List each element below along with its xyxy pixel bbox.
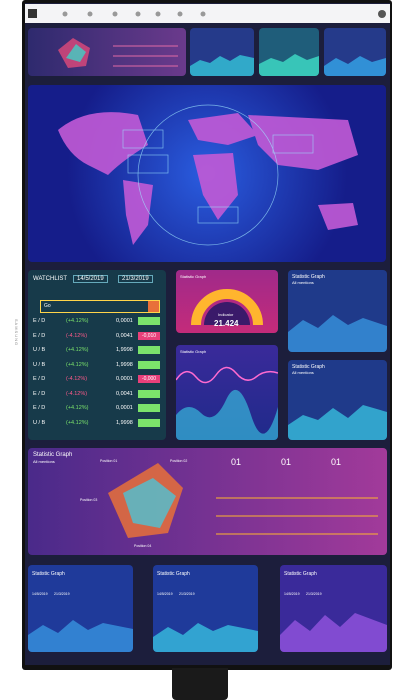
gauge-panel: Statistic Graph Indicator 21.424 bbox=[176, 270, 278, 333]
pair: U / B bbox=[33, 361, 46, 368]
panel-title: Statistic Graph bbox=[284, 571, 317, 577]
date: 14/5/2019 bbox=[32, 592, 48, 596]
search-box[interactable]: Go bbox=[40, 300, 160, 313]
badge bbox=[138, 418, 160, 427]
search-button[interactable] bbox=[148, 301, 159, 312]
mini-panel bbox=[259, 28, 319, 76]
pair: E / D bbox=[33, 332, 46, 339]
watchlist-title: WATCHLIST bbox=[33, 276, 67, 282]
change: (-4.12%) bbox=[66, 332, 88, 339]
value: 0,0001 bbox=[116, 376, 133, 382]
chart-panel: Statistic Graph 14/5/2019 21/3/2019 bbox=[280, 565, 387, 652]
badge: -0,010 bbox=[138, 331, 160, 340]
date: 21/3/2019 bbox=[179, 592, 195, 596]
change: (-4.12%) bbox=[66, 390, 88, 397]
brand: SAMSUNG bbox=[14, 318, 20, 347]
world-map-panel bbox=[28, 85, 386, 262]
date[interactable]: 21/3/2019 bbox=[118, 275, 153, 283]
change: (+4.12%) bbox=[66, 419, 89, 426]
icon[interactable] bbox=[62, 11, 68, 17]
date: 14/5/2019 bbox=[284, 592, 300, 596]
icon[interactable] bbox=[200, 11, 206, 17]
position-label: Position 01 bbox=[100, 459, 118, 463]
chart-panel: Statistic Graph All mentions bbox=[288, 360, 387, 440]
value: 0,0001 bbox=[116, 405, 133, 411]
badge bbox=[138, 389, 160, 398]
badge bbox=[138, 360, 160, 369]
mini-panel bbox=[324, 28, 386, 76]
chart-panel: Statistic Graph 14/5/2019 21/3/2019 bbox=[153, 565, 258, 652]
avatar[interactable] bbox=[378, 10, 386, 18]
top-bar bbox=[25, 4, 390, 23]
value: 1,9998 bbox=[116, 361, 133, 368]
step-number: 01 bbox=[231, 457, 242, 467]
value: 1,9998 bbox=[116, 419, 133, 426]
home-icon[interactable] bbox=[28, 9, 37, 18]
nav-icons bbox=[28, 9, 386, 18]
pair: E / D bbox=[33, 405, 46, 411]
panel-subtitle: All mentions bbox=[292, 370, 314, 375]
panel-subtitle: All mentions bbox=[33, 459, 55, 464]
change: (+4.12%) bbox=[66, 405, 89, 411]
radar-panel: Statistic Graph All mentions Position 01… bbox=[28, 448, 387, 555]
value: 0,0041 bbox=[116, 332, 133, 339]
panel-title: Statistic Graph bbox=[157, 571, 190, 577]
value: 0,0041 bbox=[116, 390, 133, 397]
date[interactable]: 14/5/2019 bbox=[73, 275, 108, 283]
change: (-4.12%) bbox=[66, 376, 88, 382]
position-label: Position 04 bbox=[134, 544, 152, 548]
badge bbox=[138, 346, 160, 354]
stand bbox=[172, 668, 228, 700]
pair: E / D bbox=[33, 390, 46, 397]
radar-mini-panel bbox=[28, 28, 186, 76]
icon[interactable] bbox=[87, 11, 93, 17]
icon[interactable] bbox=[135, 11, 141, 17]
chart-panel: Statistic Graph All mentions bbox=[288, 270, 387, 352]
panel-title: Statistic Graph bbox=[33, 452, 73, 458]
world-map bbox=[58, 104, 358, 246]
icon[interactable] bbox=[112, 11, 118, 17]
date: 14/5/2019 bbox=[157, 592, 173, 596]
change: (+4.12%) bbox=[66, 318, 89, 324]
step-number: 01 bbox=[331, 457, 342, 467]
panel-title: Statistic Graph bbox=[32, 571, 65, 577]
icon[interactable] bbox=[177, 11, 183, 17]
wave-panel: Statistic Graph bbox=[176, 345, 278, 440]
pair: E / D bbox=[33, 318, 46, 324]
position-label: Position 03 bbox=[80, 498, 98, 502]
panel-title: Statistic Graph bbox=[180, 274, 207, 279]
mini-panel bbox=[190, 28, 254, 76]
change: (+4.12%) bbox=[66, 347, 89, 353]
panel-subtitle: All mentions bbox=[292, 280, 314, 285]
icon[interactable] bbox=[155, 11, 161, 17]
gauge-value: 21.424 bbox=[214, 319, 239, 328]
value: 1,9998 bbox=[116, 347, 133, 353]
badge bbox=[138, 404, 160, 412]
panel-title: Statistic Graph bbox=[292, 364, 325, 370]
pair: E / D bbox=[33, 376, 46, 382]
date: 21/3/2019 bbox=[54, 592, 70, 596]
change: (+4.12%) bbox=[66, 361, 89, 368]
pair: U / B bbox=[33, 419, 46, 426]
date: 21/3/2019 bbox=[306, 592, 322, 596]
gauge-label: Indicator bbox=[218, 312, 234, 317]
panel-title: Statistic Graph bbox=[180, 349, 207, 354]
chart-panel: Statistic Graph 14/5/2019 21/3/2019 bbox=[28, 565, 133, 652]
badge: -0,000 bbox=[138, 375, 160, 383]
watchlist-panel: WATCHLIST 14/5/2019 21/3/2019 Go E / D (+… bbox=[28, 270, 166, 440]
pair: U / B bbox=[33, 347, 46, 353]
panel-title: Statistic Graph bbox=[292, 274, 325, 280]
step-number: 01 bbox=[281, 457, 292, 467]
position-label: Position 02 bbox=[170, 459, 188, 463]
decor bbox=[58, 38, 178, 68]
search-text: Go bbox=[44, 303, 51, 309]
value: 0,0001 bbox=[116, 318, 133, 324]
badge bbox=[138, 317, 160, 325]
